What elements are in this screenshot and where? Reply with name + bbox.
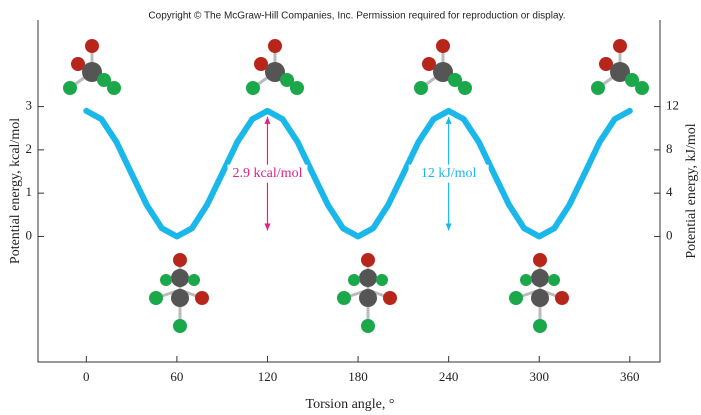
molecules <box>61 37 651 335</box>
y2-tick-label: 4 <box>666 184 673 199</box>
y2-tick-label: 12 <box>666 98 679 113</box>
energy-curve <box>83 107 633 240</box>
annotation-bg <box>408 164 489 183</box>
arrow-head <box>445 223 452 231</box>
y-tick-label: 0 <box>26 227 33 242</box>
y2-tick-label: 8 <box>666 141 673 156</box>
x-tick-label: 180 <box>348 369 368 384</box>
x-tick-label: 120 <box>258 369 278 384</box>
axis-frame <box>37 20 661 363</box>
y-tick-label: 2 <box>26 141 33 156</box>
annotation-bg <box>227 164 308 183</box>
x-tick-label: 360 <box>620 369 640 384</box>
annotation: 12 kJ/mol <box>421 166 477 181</box>
copyright: Copyright © The McGraw-Hill Companies, I… <box>148 11 565 22</box>
arrow-head <box>264 223 271 231</box>
x-tick-label: 240 <box>439 369 459 384</box>
x-tick-label: 60 <box>170 369 183 384</box>
y-tick-label: 3 <box>26 98 33 113</box>
x-tick-label: 300 <box>529 369 549 384</box>
y2-axis-label: Potential energy, kJ/mol <box>684 123 699 258</box>
arrow-head <box>445 116 452 124</box>
x-axis-label: Torsion angle, ° <box>306 397 395 412</box>
annotation: 2.9 kcal/mol <box>232 166 302 181</box>
y2-tick-label: 0 <box>666 227 673 242</box>
y-axis-label: Potential energy, kcal/mol <box>8 118 23 264</box>
x-tick-label: 0 <box>83 369 90 384</box>
y-tick-label: 1 <box>26 184 33 199</box>
arrow-head <box>264 116 271 124</box>
